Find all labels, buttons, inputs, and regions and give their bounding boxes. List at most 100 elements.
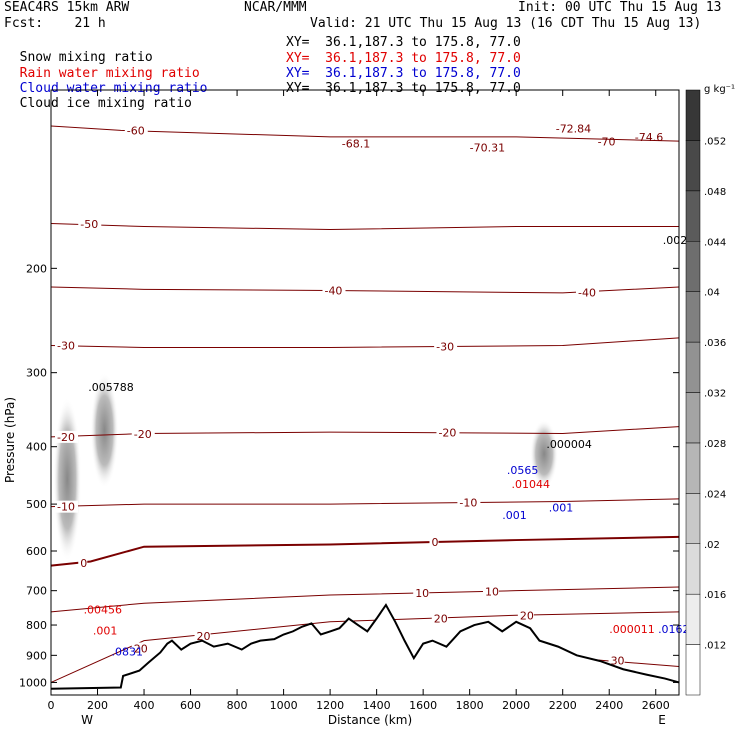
x-tick-label-1800: 1800: [456, 699, 484, 712]
colorbar-tick-1: .016: [704, 590, 726, 601]
spot-label-10: .001: [502, 509, 526, 522]
contour-label-bg: [429, 536, 439, 549]
contour-label-bg: [576, 286, 600, 299]
spot-label-12: .00456: [84, 604, 123, 617]
contour-label--50-0: -50: [80, 218, 98, 231]
contour-label-bg: [413, 587, 430, 600]
x-tick-label-1400: 1400: [363, 699, 391, 712]
x-tick-label-1600: 1600: [409, 699, 437, 712]
contour-label-bg: [131, 642, 148, 655]
colorbar-swatch-7: [685, 291, 701, 343]
center-name: NCAR/MMM: [244, 0, 307, 15]
colorbar-tick-10: .052: [704, 136, 726, 147]
colorbar-swatch-6: [685, 341, 701, 393]
colorbar-tick-7: .04: [704, 288, 720, 299]
contour--10: [50, 498, 680, 508]
colorbar-tick-0: .012: [704, 641, 726, 652]
contour-label-bg: [457, 496, 481, 509]
spot-label-3: -70: [598, 135, 616, 148]
spot-label-15: .000011: [609, 623, 655, 636]
colorbar-tick-8: .044: [704, 237, 726, 248]
contour-label-bg: [482, 585, 499, 598]
spot-label-0: -68.1: [342, 137, 370, 150]
spot-label-13: .001: [93, 625, 118, 638]
contour-label--20-2: -20: [134, 428, 152, 441]
legend-rain-xy: XY= 36.1,187.3 to 175.8, 77.0: [286, 51, 521, 66]
spot-labels: -68.1 -70.31-72.84-70 -74.6.0028.005788.00…: [84, 123, 695, 659]
terrain-line: [50, 603, 680, 690]
snow-column-1: [90, 372, 119, 489]
contour-label-bg: [431, 612, 448, 625]
colorbar-swatch-11: [685, 89, 701, 141]
init-time: Init: 00 UTC Thu 15 Aug 13: [518, 0, 722, 15]
y-tick-label-300: 300: [26, 367, 47, 380]
colorbar-tick-3: .024: [704, 489, 726, 500]
colorbar-tick-9: .048: [704, 187, 726, 198]
colorbar-swatch-2: [685, 543, 701, 595]
contour-label--20-0: -20: [57, 431, 75, 444]
contour-label--30-0: -30: [57, 340, 75, 353]
contour-label-bg: [517, 609, 534, 622]
x-tick-label-0: 0: [48, 699, 55, 712]
spot-label-16: .0162: [658, 623, 690, 636]
model-title: SEAC4RS 15km ARW: [4, 0, 130, 15]
contour-label-20-0: 20: [197, 630, 211, 643]
y-tick-label-400: 400: [26, 441, 47, 454]
contour-label-20-3: 20: [134, 642, 148, 655]
x-axis-title: Distance (km): [328, 713, 412, 727]
legend-cloud-ice: Cloud ice mixing ratio: [4, 81, 192, 111]
colorbar-swatch-10: [685, 140, 701, 192]
contour-label-bg: [55, 500, 78, 513]
colorbar-swatch-5: [685, 392, 701, 444]
y-tick-label-500: 500: [26, 498, 47, 511]
contour-label-bg: [78, 557, 88, 570]
colorbar: .012 .016 .02 .024 .028 .032 .036 .04 .044 .048 .0…: [685, 89, 726, 696]
legend-snow-xy: XY= 36.1,187.3 to 175.8, 77.0: [286, 35, 521, 50]
contour-label-0-0: 0: [80, 557, 87, 570]
east-endpoint: E: [658, 713, 666, 727]
x-tick-label-600: 600: [180, 699, 201, 712]
plot-frame: [50, 89, 680, 696]
contour--30: [50, 337, 680, 348]
colorbar-unit: g kg⁻¹: [704, 84, 735, 95]
spot-label-11: .001: [549, 502, 574, 515]
contour-label--20-1: -20: [438, 427, 456, 440]
snow-column-2: [530, 419, 559, 489]
contour-label-bg: [322, 284, 346, 297]
colorbar-tick-4: .028: [704, 439, 726, 450]
spot-label-1: -70.31: [470, 141, 505, 154]
contour-0: [50, 535, 680, 567]
legend-cloud-water: Cloud water mixing ratio: [4, 66, 208, 96]
contour-10: [50, 586, 680, 613]
y-tick-label-600: 600: [26, 545, 47, 558]
x-tick-label-2000: 2000: [502, 699, 530, 712]
colorbar-swatch-9: [685, 190, 701, 242]
colorbar-swatch-0: [685, 644, 701, 696]
snow-shading-layer: [53, 372, 559, 562]
y-tick-label-700: 700: [26, 585, 47, 598]
contour-label-0-1: 0: [431, 536, 438, 549]
colorbar-tick-5: .032: [704, 389, 726, 400]
spot-label-9: .01044: [512, 478, 551, 491]
west-endpoint: W: [81, 713, 93, 727]
y-tick-label-200: 200: [26, 262, 47, 275]
contour-label-bg: [608, 654, 625, 667]
contour-label-10-0: 10: [415, 587, 429, 600]
spot-label-14: .0831: [111, 645, 143, 658]
contour-label-bg: [55, 430, 78, 443]
contour-label-20-2: 20: [520, 609, 534, 622]
x-tick-label-1000: 1000: [270, 699, 298, 712]
contour-label--40-0: -40: [324, 284, 342, 297]
contour-label-30-1: 30: [611, 655, 625, 668]
forecast-hour: Fcst: 21 h: [4, 16, 106, 31]
contour-label--60-0: -60: [127, 124, 145, 137]
colorbar-swatch-3: [685, 493, 701, 545]
contour--60: [50, 125, 680, 142]
contour-label--10-1: -10: [459, 497, 477, 510]
contour-20: [50, 611, 680, 683]
contour-label-20-1: 20: [434, 612, 448, 625]
x-tick-label-200: 200: [87, 699, 108, 712]
legend-rain: Rain water mixing ratio: [4, 51, 200, 81]
x-tick-label-2600: 2600: [642, 699, 670, 712]
